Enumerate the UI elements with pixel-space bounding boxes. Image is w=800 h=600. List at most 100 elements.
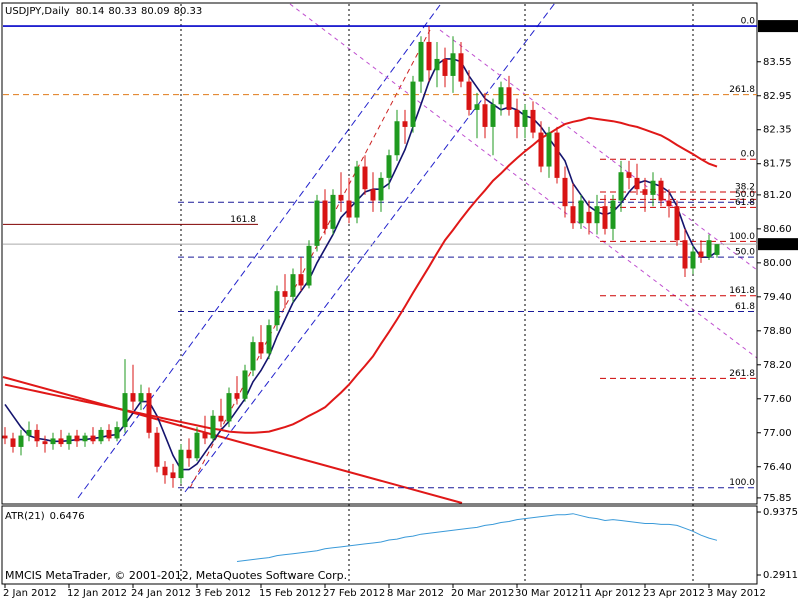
candle-body: [282, 291, 288, 297]
y-tick-label: 81.75: [763, 159, 792, 170]
x-tick-label: 11 Apr 2012: [579, 588, 641, 599]
x-tick-label: 3 May 2012: [707, 588, 766, 599]
candle-body: [186, 449, 192, 459]
x-tick-label: 3 Feb 2012: [195, 588, 251, 599]
candle-body: [690, 251, 696, 269]
x-tick-label: 2 Jan 2012: [3, 588, 57, 599]
candle-body: [682, 240, 688, 269]
candle-body: [234, 393, 240, 399]
y-tick-label: 76.40: [763, 462, 792, 473]
price-box: [758, 238, 798, 251]
candle-body: [34, 429, 40, 442]
candle-body: [474, 104, 480, 110]
candle-body: [194, 432, 200, 459]
candle-body: [714, 244, 720, 255]
candle-body: [546, 132, 552, 167]
candle-body: [650, 180, 656, 195]
y-tick-label: 77.00: [763, 428, 792, 439]
candle-body: [610, 200, 616, 229]
candle-body: [26, 429, 32, 436]
channel-line: [184, 2, 556, 493]
candle-body: [58, 438, 64, 445]
candle-body: [522, 109, 528, 127]
level-label: 61.8: [735, 198, 755, 208]
level-label: 161.8: [729, 286, 755, 296]
candle-body: [706, 240, 712, 258]
indicator-title: ATR(21) 0.6476: [5, 511, 85, 522]
level-label: 161.8: [230, 215, 256, 225]
candle-body: [490, 104, 496, 127]
indicator-name: ATR(21): [5, 511, 45, 522]
y-tick-label: 79.40: [763, 292, 792, 303]
candle-body: [18, 435, 24, 447]
y-tick-label: 75.85: [763, 493, 792, 504]
indicator-line: [236, 513, 718, 562]
x-tick-label: 15 Feb 2012: [259, 588, 321, 599]
level-label: 0.0: [741, 150, 756, 160]
candle-body: [402, 121, 408, 127]
candle-body: [466, 81, 472, 110]
y-tick-label: 83.55: [763, 57, 792, 68]
candle-body: [626, 172, 632, 178]
candle-body: [594, 206, 600, 224]
symbol: USDJPY,Daily: [5, 6, 70, 17]
candle-body: [314, 200, 320, 246]
price-box-label: 80.33: [761, 239, 790, 250]
candle-body: [322, 200, 328, 229]
candle-body: [450, 53, 456, 76]
indicator-panel-frame: [1, 505, 758, 585]
candle-body: [482, 104, 488, 127]
candle-body: [586, 211, 592, 224]
open-value: 80.14: [76, 6, 105, 17]
candle-body: [170, 472, 176, 479]
candle-body: [378, 177, 384, 201]
x-tick-label: 12 Jan 2012: [67, 588, 127, 599]
candle-body: [562, 177, 568, 207]
candle-body: [154, 432, 160, 467]
candle-body: [162, 466, 168, 476]
x-tick-label: 30 Mar 2012: [515, 588, 578, 599]
candle-body: [658, 180, 664, 201]
candle-body: [274, 291, 280, 326]
y-tick-label: 77.60: [763, 394, 792, 405]
y-tick-label: 0.2911: [763, 570, 798, 581]
candle-body: [50, 438, 56, 445]
x-tick-label: 20 Mar 2012: [451, 588, 514, 599]
candle-body: [250, 342, 256, 371]
y-tick-label: 82.35: [763, 125, 792, 136]
candle-body: [266, 325, 272, 354]
main-panel-frame: [1, 2, 758, 505]
candle-body: [346, 200, 352, 218]
level-label: 50.0: [735, 190, 755, 200]
candle-body: [426, 41, 432, 71]
candle-body: [458, 53, 464, 82]
level-label: 100.0: [729, 478, 755, 488]
candle-body: [514, 109, 520, 127]
candle-body: [122, 393, 128, 428]
candle-body: [218, 415, 224, 422]
candle-body: [418, 41, 424, 82]
y-tick-label: 0.9375: [763, 507, 798, 518]
candle-body: [618, 172, 624, 201]
candle-body: [202, 432, 208, 439]
y-tick-label: 82.95: [763, 91, 792, 102]
candle-body: [130, 393, 136, 402]
candle-body: [82, 435, 88, 442]
candle-body: [66, 435, 72, 445]
price-box-label: 84.18: [761, 21, 790, 32]
candle-body: [306, 245, 312, 286]
candle-body: [2, 435, 8, 439]
candle-body: [442, 58, 448, 76]
y-tick-label: 78.20: [763, 360, 792, 371]
x-tick-label: 24 Jan 2012: [131, 588, 191, 599]
candle-body: [410, 81, 416, 127]
channel-line: [77, 4, 441, 499]
level-label: 38.2: [735, 183, 755, 193]
candle-body: [570, 206, 576, 224]
candle-body: [362, 166, 368, 190]
candle-body: [338, 194, 344, 201]
candle-body: [258, 342, 264, 354]
candle-body: [506, 87, 512, 110]
